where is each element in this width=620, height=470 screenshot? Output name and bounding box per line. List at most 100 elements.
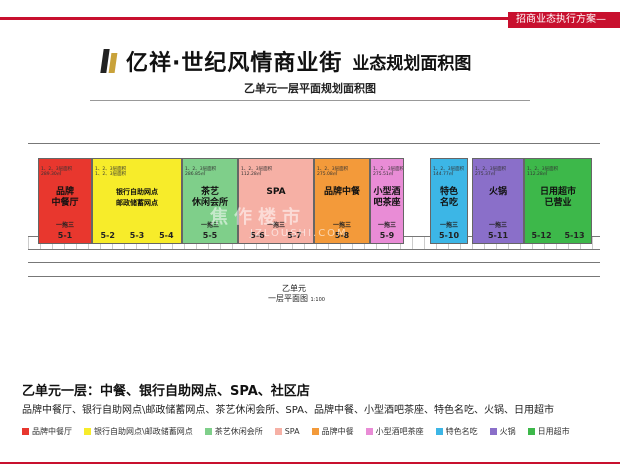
unit-area-info: 1、2、3层面积 286.85㎡ (185, 167, 217, 177)
unit-area-info: 1、2、3层面积 275.51㎡ (373, 167, 404, 177)
legend-swatch (84, 428, 91, 435)
watermark: 焦作楼市 (210, 207, 306, 228)
legend-item: SPA (274, 426, 300, 437)
unit-name: 茶艺 休闲会所 (191, 187, 228, 208)
brand-subtitle: 业态规划面积图 (352, 53, 472, 74)
brand-name: 亿祥·世纪风情商业街 (126, 51, 343, 76)
unit-area-info: 1、2、3层面积 112.28㎡ (241, 167, 273, 177)
unit-area-info: 1、2、3层面积 112.28㎡ (527, 167, 559, 177)
unit-id: 5-7 (287, 231, 302, 240)
unit-area-info: 1、2、3层面积 1、2、3层面积 (95, 167, 127, 177)
unit-id: 5-3 (129, 231, 145, 240)
dimension-line-total (28, 276, 600, 277)
dimension-line-bottom (28, 262, 600, 263)
unit-ids: 5-11 (473, 231, 523, 240)
summary-title: 乙单元一层：中餐、银行自助网点、SPA、社区店 (22, 384, 310, 399)
unit-id: 5-2 (100, 231, 115, 240)
unit-id: 5-12 (531, 231, 552, 240)
unit-id: 5-8 (334, 231, 350, 240)
floor-caption-plan: 一层平面图 1:100 (268, 293, 325, 304)
legend-label: 特色名吃 (445, 427, 478, 436)
color-legend: 品牌中餐厅 银行自助网点\邮政储蓄网点 茶艺休闲会所 SPA 品牌中餐 小型酒吧茶座 特色名… (22, 426, 570, 437)
unit-ids: 5-6 5-7 (239, 231, 313, 240)
unit-area-info: 1、2、3层面积 144.77㎡ (433, 167, 465, 177)
brand-title: 亿祥·世纪风情商业街 业态规划面积图 (100, 46, 472, 76)
legend-item: 小型酒吧茶座 (365, 426, 424, 437)
unit-tier: 一拖三 (439, 222, 458, 229)
legend-swatch (274, 428, 282, 435)
dimension-line-top (28, 143, 600, 144)
floor-caption-plan-text: 一层平面图 (268, 294, 308, 303)
legend-item: 品牌中餐 (311, 426, 354, 437)
unit-id: 5-6 (250, 231, 265, 240)
legend-label: 银行自助网点\邮政储蓄网点 (94, 427, 193, 436)
unit-tier: 一拖三 (332, 222, 351, 229)
legend-swatch (22, 428, 29, 435)
legend-label: 品牌中餐 (321, 427, 354, 436)
unit-name: 小型酒 吧茶座 (373, 187, 401, 208)
unit-name: 品牌 中餐厅 (51, 187, 79, 208)
unit-5-8: 1、2、3层面积 275.08㎡ 品牌中餐 一拖三 5-8 (314, 158, 370, 244)
legend-label: 日用超市 (537, 427, 570, 436)
unit-id: 5-1 (57, 231, 73, 240)
brand-logo-icon (100, 49, 120, 73)
unit-name: 日用超市 已营业 (539, 187, 576, 208)
plan-title: 乙单元一层平面规划面积图 (244, 82, 376, 95)
unit-tier: 一拖三 (266, 222, 285, 229)
unit-5-2-5-3-5-4: 1、2、3层面积 1、2、3层面积银行自助网点 邮政储蓄网点 5-2 5-3 5-4 (92, 158, 182, 244)
unit-ids: 5-8 (315, 231, 369, 240)
header-tag: 招商业态执行方案— (508, 12, 620, 28)
unit-ids: 5-10 (431, 231, 467, 240)
legend-swatch (489, 428, 497, 435)
top-bar: 招商业态执行方案— (0, 0, 620, 28)
unit-area-info: 1、2、3层面积 275.37㎡ (475, 167, 507, 177)
unit-name: SPA (266, 187, 286, 197)
legend-item: 品牌中餐厅 (22, 426, 72, 437)
unit-ids: 5-9 (371, 231, 403, 240)
unit-tier: 一拖三 (200, 222, 219, 229)
legend-item: 银行自助网点\邮政储蓄网点 (84, 426, 193, 437)
summary-list: 品牌中餐厅、银行自助网点\邮政储蓄网点、茶艺休闲会所、SPA、品牌中餐、小型酒吧… (22, 405, 554, 416)
plan-title-rule (90, 100, 530, 101)
unit-id: 5-11 (487, 231, 509, 240)
legend-label: SPA (284, 427, 300, 436)
bottom-red-line (0, 462, 620, 464)
unit-tier: 一拖三 (377, 222, 396, 229)
unit-ids: 5-12 5-13 (525, 231, 591, 240)
legend-item: 火锅 (489, 426, 516, 437)
unit-tier: 一拖三 (488, 222, 507, 229)
unit-id: 5-4 (159, 231, 174, 240)
unit-name: 品牌中餐 (323, 187, 360, 197)
floor-caption-unit: 乙单元 (282, 284, 306, 293)
unit-area-info: 1、2、3层面积 289.30㎡ (41, 167, 73, 177)
legend-label: 小型酒吧茶座 (375, 427, 424, 436)
unit-id: 5-13 (564, 231, 585, 240)
legend-label: 品牌中餐厅 (32, 427, 72, 436)
unit-5-6-5-7: 1、2、3层面积 112.28㎡ SPA 一拖三 5-6 5-7 (238, 158, 314, 244)
legend-label: 火锅 (499, 427, 516, 436)
unit-tier: 一拖三 (55, 222, 74, 229)
legend-swatch (527, 428, 535, 435)
legend-swatch (365, 428, 373, 435)
watermark-url: JZLOUSHI.COM (250, 228, 348, 239)
legend-swatch (435, 428, 443, 435)
unit-name: 特色 名吃 (439, 187, 458, 208)
unit-id: 5-10 (438, 231, 460, 240)
unit-name: 银行自助网点 邮政储蓄网点 (116, 188, 158, 207)
legend-item: 特色名吃 (435, 426, 478, 437)
legend-item: 茶艺休闲会所 (204, 426, 263, 437)
unit-ids: 5-5 (183, 231, 237, 240)
floor-caption-scale: 1:100 (310, 297, 325, 303)
top-red-line (0, 17, 510, 20)
legend-swatch (204, 428, 212, 435)
unit-name: 火锅 (488, 187, 507, 197)
unit-ids: 5-2 5-3 5-4 (93, 231, 181, 240)
unit-id: 5-5 (202, 231, 218, 240)
